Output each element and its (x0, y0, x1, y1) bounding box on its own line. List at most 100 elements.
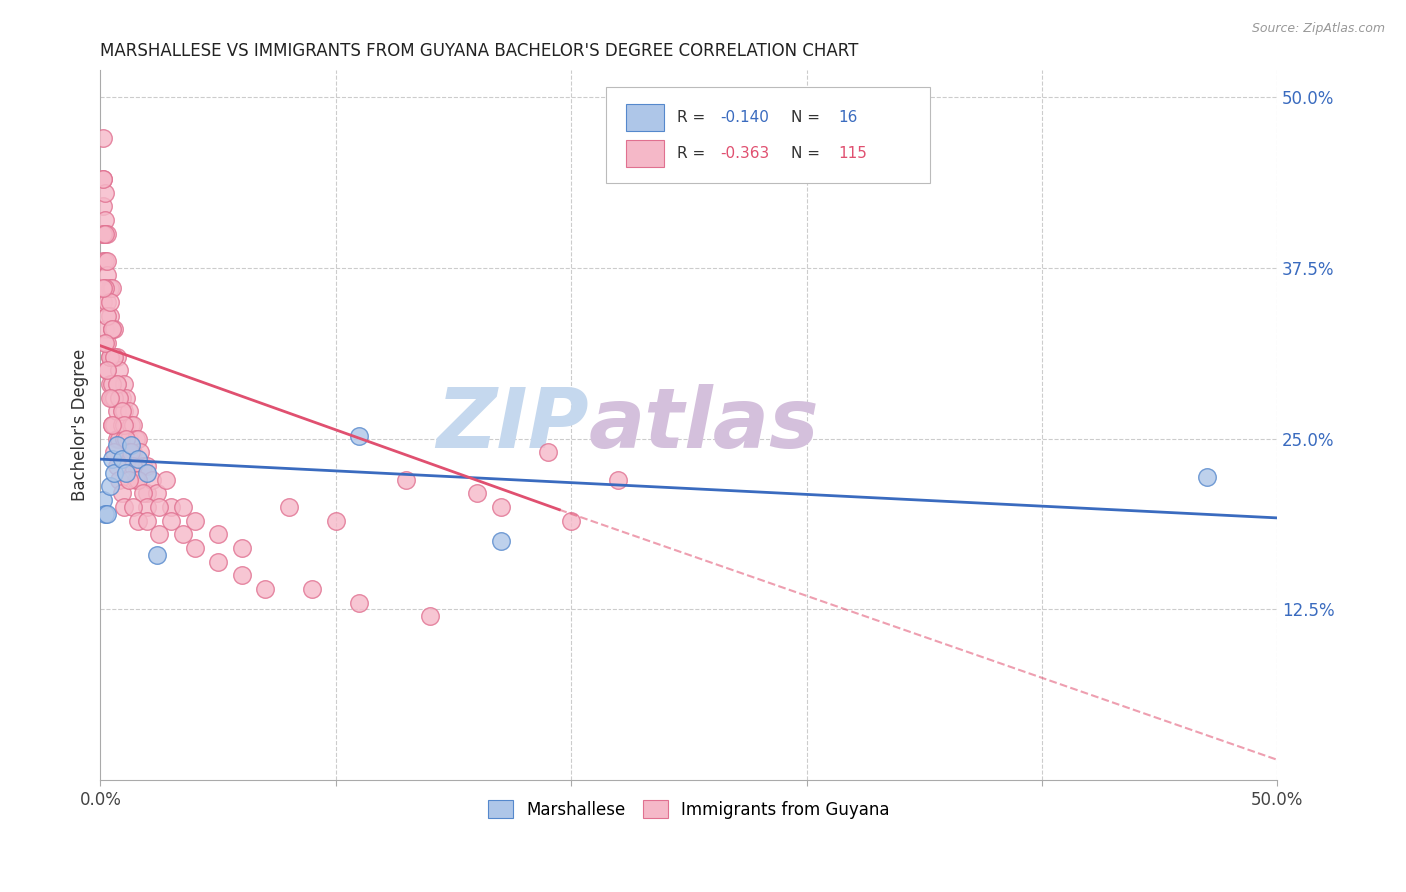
Point (122, 445, 145, 459)
Point (105, 432, 128, 446)
Point (120, 438, 142, 452)
Text: atlas: atlas (589, 384, 820, 466)
Text: N =: N = (792, 111, 825, 126)
Point (110, 417, 132, 432)
Point (98, 309, 121, 323)
Point (115, 417, 138, 432)
Point (94, 322, 117, 336)
Point (419, 609, 441, 624)
Point (105, 404, 128, 418)
Point (127, 514, 149, 528)
Point (105, 350, 128, 364)
Point (101, 417, 124, 432)
Point (96, 268, 118, 282)
Text: N =: N = (792, 146, 825, 161)
Text: Source: ZipAtlas.com: Source: ZipAtlas.com (1251, 22, 1385, 36)
Point (105, 458, 128, 473)
Point (115, 391, 138, 405)
Text: ZIP: ZIP (436, 384, 589, 466)
Point (117, 473, 139, 487)
Point (108, 363, 131, 377)
Text: -0.140: -0.140 (721, 111, 769, 126)
Point (96, 254, 118, 268)
Point (141, 473, 163, 487)
Point (148, 527, 170, 541)
Point (465, 486, 488, 500)
Point (101, 417, 124, 432)
Point (349, 429, 371, 443)
Text: R =: R = (678, 111, 710, 126)
Point (136, 466, 159, 480)
Point (91, 199, 114, 213)
Point (489, 534, 512, 549)
Point (103, 322, 125, 336)
Point (91, 131, 114, 145)
Point (127, 458, 149, 473)
Point (254, 582, 277, 596)
Point (536, 445, 558, 459)
Point (94, 281, 117, 295)
Y-axis label: Bachelor's Degree: Bachelor's Degree (72, 349, 89, 501)
Point (98, 350, 121, 364)
Point (112, 500, 135, 514)
Point (349, 596, 371, 610)
Point (103, 350, 125, 364)
Point (103, 466, 125, 480)
Point (146, 486, 169, 500)
Point (91, 227, 114, 241)
Point (94, 254, 117, 268)
Point (112, 417, 135, 432)
Point (108, 391, 131, 405)
Point (120, 445, 142, 459)
Point (96, 336, 118, 351)
Point (94, 281, 117, 295)
Point (101, 322, 124, 336)
Point (607, 473, 630, 487)
Point (101, 391, 124, 405)
Point (98, 479, 121, 493)
Point (1195, 470, 1218, 484)
Point (132, 458, 155, 473)
Point (132, 486, 155, 500)
Point (98, 295, 121, 310)
Point (101, 452, 124, 467)
Point (108, 432, 131, 446)
Point (301, 582, 323, 596)
Point (110, 391, 132, 405)
Point (124, 458, 146, 473)
Point (183, 541, 205, 555)
Point (91, 172, 114, 186)
Point (98, 391, 121, 405)
Point (124, 473, 146, 487)
Point (110, 452, 132, 467)
Point (94, 213, 117, 227)
Point (96, 295, 118, 310)
Point (231, 541, 253, 555)
Point (231, 568, 253, 582)
Point (136, 486, 159, 500)
Point (105, 376, 128, 391)
Point (148, 500, 170, 514)
Point (91, 281, 114, 295)
Point (122, 500, 145, 514)
Point (395, 473, 418, 487)
Point (105, 376, 128, 391)
Point (112, 376, 135, 391)
FancyBboxPatch shape (606, 87, 931, 184)
Point (136, 500, 159, 514)
Point (101, 281, 124, 295)
Point (110, 486, 132, 500)
Point (112, 404, 135, 418)
Point (96, 507, 118, 521)
Point (110, 404, 132, 418)
Point (124, 432, 146, 446)
Point (207, 527, 229, 541)
Point (117, 404, 139, 418)
Point (120, 417, 142, 432)
Point (91, 493, 114, 508)
Point (127, 452, 149, 467)
Point (172, 527, 194, 541)
Text: R =: R = (678, 146, 710, 161)
Point (96, 363, 118, 377)
Point (96, 309, 118, 323)
